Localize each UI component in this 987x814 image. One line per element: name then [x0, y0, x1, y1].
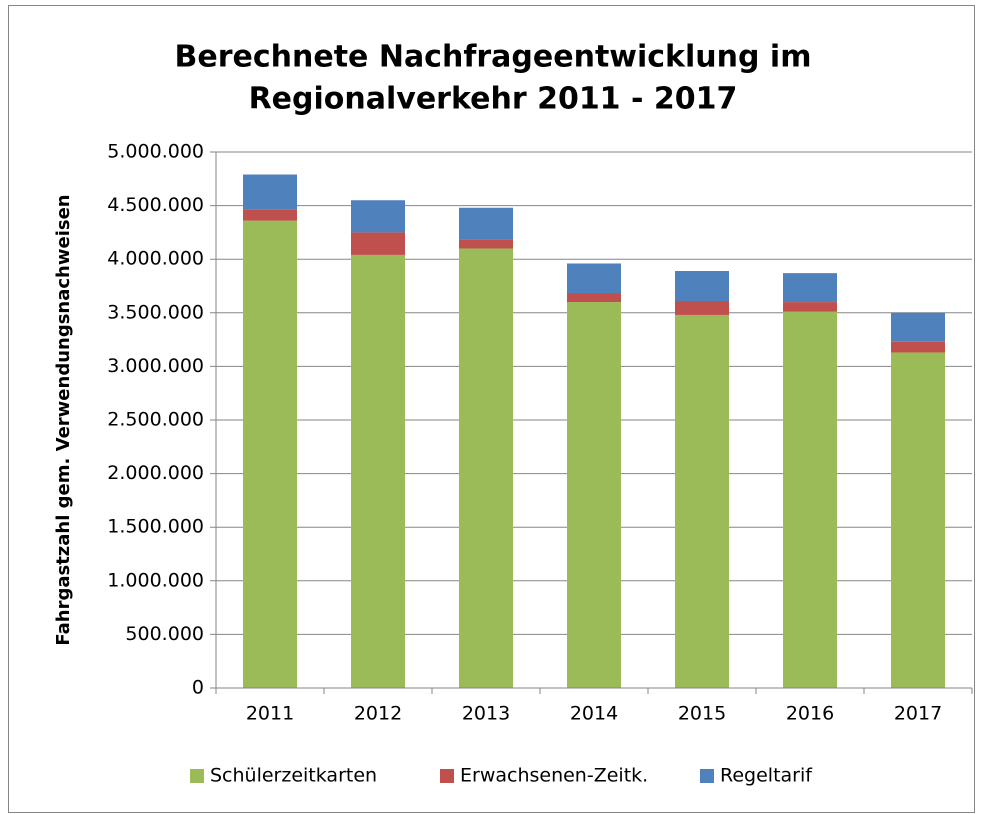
bar-segment: [459, 207, 513, 240]
bar-segment: [351, 200, 405, 233]
legend-swatch: [190, 769, 204, 783]
x-tick-label: 2011: [246, 703, 294, 725]
bar-segment: [351, 232, 405, 255]
y-tick-label: 500.000: [125, 623, 204, 645]
bar-segment: [891, 352, 945, 688]
y-tick-label: 2.500.000: [107, 409, 204, 431]
x-tick-label: 2017: [894, 703, 942, 725]
bar-segment: [243, 174, 297, 210]
y-tick-label: 3.500.000: [107, 301, 204, 323]
chart-title: Regionalverkehr 2011 - 2017: [249, 82, 738, 117]
legend-swatch: [440, 769, 454, 783]
legend-swatch: [700, 769, 714, 783]
y-tick-label: 0: [192, 677, 204, 699]
x-tick-label: 2016: [786, 703, 834, 725]
y-tick-label: 1.000.000: [107, 569, 204, 591]
bar-segment: [675, 270, 729, 302]
y-tick-label: 4.500.000: [107, 194, 204, 216]
x-tick-label: 2012: [354, 703, 402, 725]
y-tick-label: 5.000.000: [107, 141, 204, 163]
bar-segment: [567, 302, 621, 688]
y-tick-label: 2.000.000: [107, 462, 204, 484]
bar-segment: [891, 312, 945, 342]
y-tick-label: 1.500.000: [107, 516, 204, 538]
bar-segment: [243, 220, 297, 688]
bar-segment: [459, 239, 513, 249]
bar-segment: [351, 254, 405, 689]
y-tick-label: 3.000.000: [107, 355, 204, 377]
y-tick-label: 4.000.000: [107, 248, 204, 270]
x-tick-label: 2015: [678, 703, 726, 725]
bar-segment: [783, 302, 837, 312]
bar-segment: [783, 273, 837, 303]
legend-label: Erwachsenen-Zeitk.: [460, 765, 648, 787]
bar-segment: [567, 263, 621, 294]
x-tick-label: 2014: [570, 703, 618, 725]
bar-segment: [891, 341, 945, 353]
bar-segment: [243, 209, 297, 221]
bar-segment: [675, 301, 729, 315]
legend-label: Schülerzeitkarten: [210, 765, 377, 787]
bar-segment: [675, 314, 729, 688]
chart-title: Berechnete Nachfrageentwicklung im: [175, 40, 812, 75]
legend-label: Regeltarif: [720, 765, 813, 787]
y-axis-label: Fahrgastzahl gem. Verwendungsnachweisen: [53, 194, 74, 645]
bar-segment: [783, 311, 837, 688]
bar-segment: [459, 248, 513, 689]
bar-segment: [567, 293, 621, 303]
x-tick-label: 2013: [462, 703, 510, 725]
